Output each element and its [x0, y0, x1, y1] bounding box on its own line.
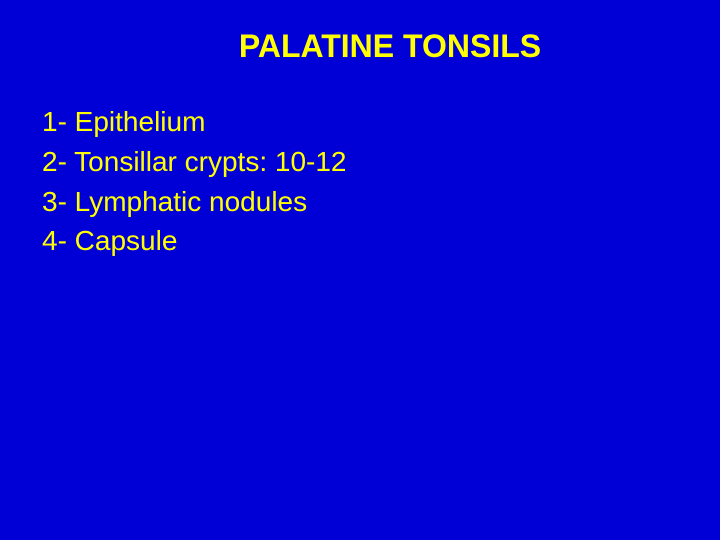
list-item: 3- Lymphatic nodules [42, 183, 720, 221]
list-item: 2- Tonsillar crypts: 10-12 [42, 143, 720, 181]
slide: PALATINE TONSILS 1- Epithelium 2- Tonsil… [0, 0, 720, 540]
list-item: 4- Capsule [42, 222, 720, 260]
list-item: 1- Epithelium [42, 103, 720, 141]
slide-title: PALATINE TONSILS [0, 0, 720, 103]
slide-list: 1- Epithelium 2- Tonsillar crypts: 10-12… [0, 103, 720, 260]
